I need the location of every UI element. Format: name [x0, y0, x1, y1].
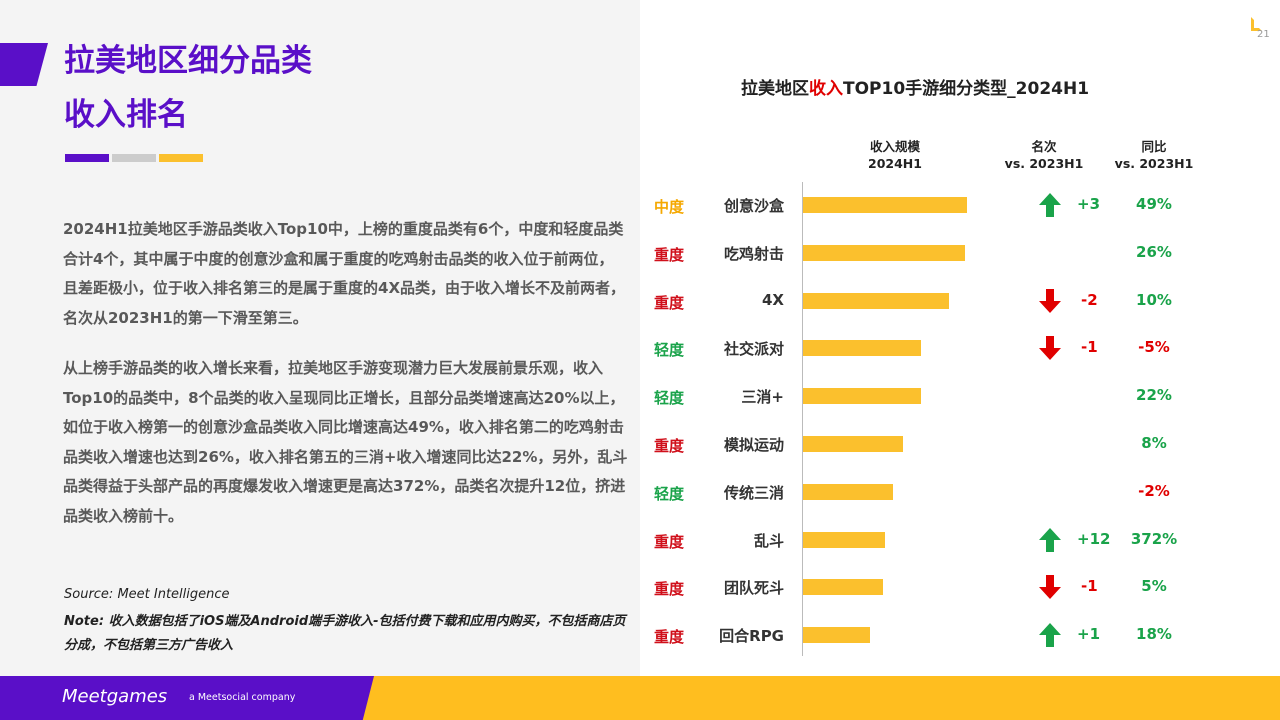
rank-change: +1 [1077, 625, 1101, 644]
yoy-value: 10% [1136, 290, 1172, 309]
yoy-value: 5% [1141, 577, 1167, 596]
chart-row: 重度 吃鸡射击 26% [640, 242, 1280, 266]
tier-label: 中度 [654, 198, 685, 216]
category-label: 创意沙盒 [723, 197, 784, 215]
chart-row: 中度 创意沙盒 +3 49% [640, 193, 1280, 218]
footer-brand-band [0, 676, 374, 720]
revenue-bar [803, 531, 885, 548]
yoy-column-header: 同比 vs. 2023H1 [1112, 138, 1196, 172]
chart-row: 重度 回合RPG +1 18% [640, 623, 1280, 648]
page-number: 21 [1257, 29, 1270, 40]
revenue-bar [803, 197, 967, 213]
arrow-up-icon [1039, 527, 1061, 552]
revenue-header-l2: 2024H1 [868, 156, 922, 171]
yoy-header-l1: 同比 [1141, 139, 1167, 154]
chart-row: 重度 团队死斗 -1 5% [640, 575, 1280, 600]
body-paragraph-2: 从上榜手游品类的收入增长来看，拉美地区手游变现潜力巨大发展前景乐观，收入Top1… [63, 359, 628, 525]
revenue-bar [803, 388, 922, 405]
chart-row: 轻度 社交派对 -1 -5% [640, 336, 1280, 361]
revenue-bar [803, 436, 904, 452]
arrow-up-icon [1039, 193, 1061, 217]
rank-header-l2: vs. 2023H1 [1004, 156, 1084, 171]
chart-row: 轻度 传统三消 -2% [640, 481, 1280, 505]
category-label: 团队死斗 [723, 579, 784, 598]
arrow-down-icon [1039, 336, 1061, 361]
brand-mark-icon [1251, 17, 1262, 31]
rank-header-l1: 名次 [1031, 139, 1057, 154]
divider-purple [65, 154, 109, 162]
tier-label: 重度 [654, 628, 685, 647]
rank-change: -1 [1081, 577, 1098, 596]
page-title-line2: 收入排名 [64, 97, 188, 133]
category-label: 回合RPG [719, 627, 784, 646]
tier-label: 轻度 [654, 341, 685, 360]
category-label: 模拟运动 [723, 436, 784, 454]
note-text: Note: 收入数据包括了iOS端及Android端手游收入-包括付费下载和应用… [64, 614, 626, 653]
yoy-value: 8% [1141, 434, 1167, 452]
category-label: 乱斗 [753, 531, 784, 550]
category-label: 吃鸡射击 [723, 244, 784, 263]
category-label: 三消+ [741, 388, 784, 407]
divider-yellow [159, 154, 203, 162]
chart-row: 轻度 三消+ 22% [640, 385, 1280, 409]
category-label: 4X [761, 290, 784, 309]
arrow-down-icon [1039, 575, 1061, 600]
chart-row: 重度 模拟运动 8% [640, 433, 1280, 457]
rank-change: -2 [1081, 290, 1098, 309]
yoy-value: -2% [1138, 481, 1170, 500]
revenue-bar [803, 627, 871, 644]
chart-title-highlight: 收入 [809, 79, 843, 99]
chart-row: 重度 4X -2 10% [640, 288, 1280, 314]
arrow-up-icon [1039, 623, 1061, 648]
chart-axis-line [802, 182, 803, 656]
chart-title: 拉美地区收入TOP10手游细分类型_2024H1 [741, 74, 1089, 99]
right-panel [640, 0, 1280, 676]
chart-row: 重度 乱斗 +12 372% [640, 527, 1280, 553]
revenue-bar [803, 292, 949, 309]
tier-label: 重度 [654, 245, 685, 264]
yoy-value: 22% [1136, 386, 1172, 405]
tier-label: 重度 [654, 293, 685, 312]
brand-logo: Meetgames [62, 686, 168, 707]
yoy-value: 18% [1136, 625, 1172, 644]
chart-title-pre: 拉美地区 [741, 79, 809, 99]
tier-label: 重度 [654, 437, 685, 455]
yoy-value: 26% [1136, 242, 1172, 261]
divider-grey [112, 154, 156, 162]
brand-tagline: a Meetsocial company [189, 692, 296, 703]
tier-label: 重度 [654, 532, 685, 551]
left-panel [0, 0, 640, 676]
rank-change: -1 [1081, 338, 1098, 357]
tier-label: 轻度 [654, 484, 685, 503]
yoy-value: 372% [1130, 529, 1178, 548]
yoy-header-l2: vs. 2023H1 [1114, 156, 1194, 171]
revenue-bar [803, 340, 922, 357]
yoy-value: 49% [1136, 195, 1172, 213]
revenue-column-header: 收入规模 2024H1 [855, 138, 935, 172]
tier-label: 轻度 [654, 389, 685, 408]
revenue-bar [803, 579, 884, 596]
arrow-down-icon [1039, 288, 1061, 313]
source-text: Source: Meet Intelligence [64, 587, 230, 602]
title-divider [65, 154, 203, 162]
category-label: 传统三消 [723, 483, 784, 502]
page-title-line1: 拉美地区细分品类 [64, 43, 312, 79]
rank-change: +3 [1077, 195, 1101, 213]
yoy-value: -5% [1138, 338, 1170, 357]
category-label: 社交派对 [723, 340, 784, 359]
revenue-bar [803, 244, 966, 261]
revenue-bar [803, 483, 894, 500]
rank-column-header: 名次 vs. 2023H1 [1000, 138, 1088, 172]
revenue-header-l1: 收入规模 [869, 139, 920, 154]
body-paragraph-1: 2024H1拉美地区手游品类收入Top10中，上榜的重度品类有6个，中度和轻度品… [63, 220, 626, 327]
chart-title-post: TOP10手游细分类型_2024H1 [843, 79, 1090, 99]
tier-label: 重度 [654, 580, 685, 599]
rank-change: +12 [1077, 529, 1111, 548]
